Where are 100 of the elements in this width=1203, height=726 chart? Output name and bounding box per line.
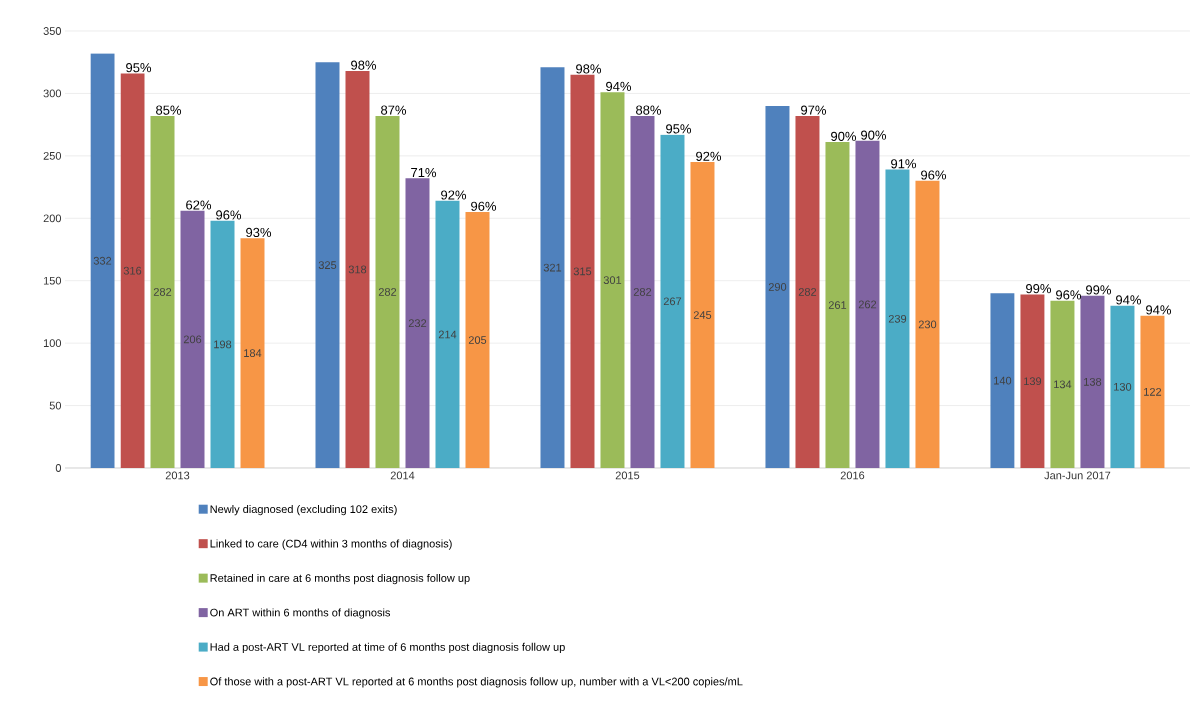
annotation: 94%	[1146, 305, 1172, 315]
data-label: 139	[1024, 377, 1042, 386]
annotation: 96%	[471, 201, 497, 211]
bar	[180, 210, 205, 468]
annotation: 87%	[381, 105, 407, 115]
data-label: 282	[798, 288, 817, 296]
data-label: 134	[1054, 380, 1072, 389]
annotation: 71%	[411, 168, 437, 178]
annotation: 96%	[1056, 290, 1082, 300]
data-label: 332	[93, 256, 112, 265]
bar	[240, 238, 265, 468]
x-tick-label: Jan-Jun 2017	[1044, 471, 1111, 480]
annotation: 94%	[606, 81, 632, 91]
x-tick-label: 2014	[390, 471, 415, 480]
x-tick-label: 2013	[165, 471, 190, 480]
annotation: 96%	[216, 210, 242, 220]
y-tick-label: 150	[43, 276, 62, 285]
bar	[345, 70, 370, 468]
annotation: 91%	[891, 159, 917, 169]
annotation: 90%	[861, 130, 887, 140]
data-label: 140	[994, 376, 1012, 385]
bar	[765, 105, 790, 468]
annotation: 88%	[636, 105, 662, 115]
data-label: 325	[318, 261, 337, 269]
data-label: 282	[378, 288, 397, 296]
bar	[315, 62, 340, 468]
annotation: 98%	[351, 60, 377, 70]
bar	[690, 162, 715, 468]
data-label: 206	[183, 335, 202, 344]
y-tick-label: 200	[43, 214, 62, 223]
annotation: 85%	[156, 105, 182, 115]
bar	[795, 115, 820, 468]
data-label: 282	[153, 288, 172, 296]
annotation: 96%	[921, 170, 947, 180]
x-tick-label: 2016	[840, 471, 865, 480]
bar	[465, 212, 490, 468]
y-tick-label: 0	[55, 464, 62, 472]
data-label: 301	[603, 276, 622, 284]
legend-label: On ART within 6 months of diagnosis	[210, 608, 391, 619]
bar	[915, 180, 940, 468]
bar	[210, 220, 235, 468]
annotation: 99%	[1086, 285, 1112, 295]
bar	[660, 134, 685, 468]
bar	[150, 115, 175, 468]
bar	[600, 92, 625, 468]
data-label: 316	[123, 266, 142, 275]
x-tick-label: 2015	[615, 471, 640, 480]
y-tick-label: 350	[43, 27, 62, 35]
bar	[1140, 315, 1165, 468]
data-label: 205	[468, 336, 487, 344]
data-label: 198	[214, 340, 232, 349]
annotation: 92%	[696, 151, 722, 161]
legend-label: Newly diagnosed (excluding 102 exits)	[210, 504, 397, 516]
data-label: 138	[1084, 377, 1102, 386]
data-label: 130	[1114, 382, 1132, 391]
bar	[405, 178, 430, 468]
legend-label: Linked to care (CD4 within 3 months of diagnosis)	[210, 539, 452, 550]
bar	[1110, 305, 1135, 468]
legend-label: Retained in care at 6 months post diagnosis follow up	[210, 573, 470, 585]
bar	[375, 115, 400, 468]
bar	[90, 53, 115, 468]
y-tick-label: 250	[43, 151, 62, 160]
bar	[1020, 294, 1045, 468]
bar	[630, 115, 655, 468]
data-label: 230	[918, 320, 937, 329]
annotation: 92%	[441, 190, 467, 200]
data-label: 184	[244, 349, 262, 358]
annotation: 94%	[1116, 295, 1142, 305]
data-label: 245	[693, 311, 712, 319]
annotation: 95%	[666, 124, 692, 134]
data-label: 214	[438, 330, 457, 339]
annotation: 90%	[831, 131, 857, 141]
annotation: 97%	[801, 105, 827, 115]
data-label: 321	[543, 263, 562, 272]
data-label: 239	[888, 314, 907, 323]
bar	[825, 142, 850, 468]
y-tick-label: 100	[43, 339, 62, 348]
bar	[855, 140, 880, 468]
data-label: 261	[828, 301, 847, 309]
legend-label: Had a post-ART VL reported at time of 6 months post diagnosis follow up	[210, 642, 565, 654]
bar	[885, 169, 910, 468]
annotation: 95%	[126, 63, 152, 73]
data-label: 290	[768, 283, 787, 291]
annotation: 99%	[1026, 284, 1052, 294]
annotation: 62%	[186, 200, 212, 210]
data-label: 122	[1144, 388, 1162, 396]
y-tick-label: 50	[49, 401, 62, 410]
bar	[120, 73, 145, 468]
bar	[435, 200, 460, 468]
annotation: 93%	[246, 227, 272, 238]
annotation: 98%	[576, 64, 602, 74]
bar	[540, 67, 565, 468]
data-label: 267	[663, 297, 682, 306]
bar	[1080, 295, 1105, 468]
data-label: 232	[408, 319, 427, 328]
bar	[990, 293, 1015, 468]
legend-label: Of those with a post-ART VL reported at 6 months post diagnosis follow up, number with a VL<200 copies/mL	[210, 677, 743, 688]
bar	[1050, 300, 1075, 468]
bar	[570, 74, 595, 468]
data-label: 282	[633, 288, 652, 296]
